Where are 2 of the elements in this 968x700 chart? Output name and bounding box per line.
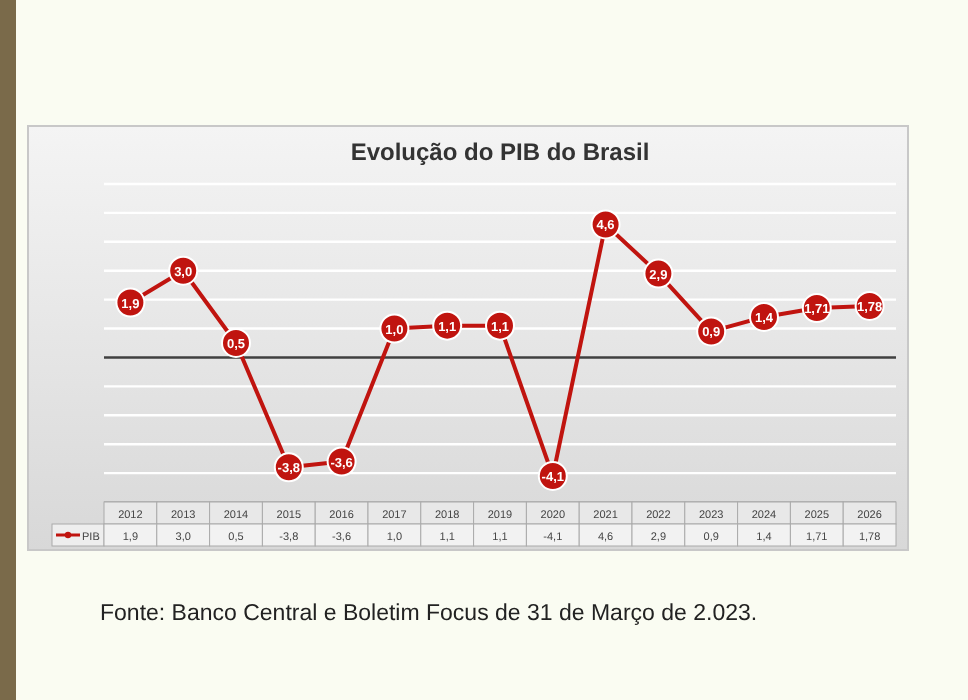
chart-title: Evolução do PIB do Brasil <box>350 138 650 166</box>
source-note: Fonte: Banco Central e Boletim Focus de 31 de Março de 2.023. <box>100 602 758 626</box>
